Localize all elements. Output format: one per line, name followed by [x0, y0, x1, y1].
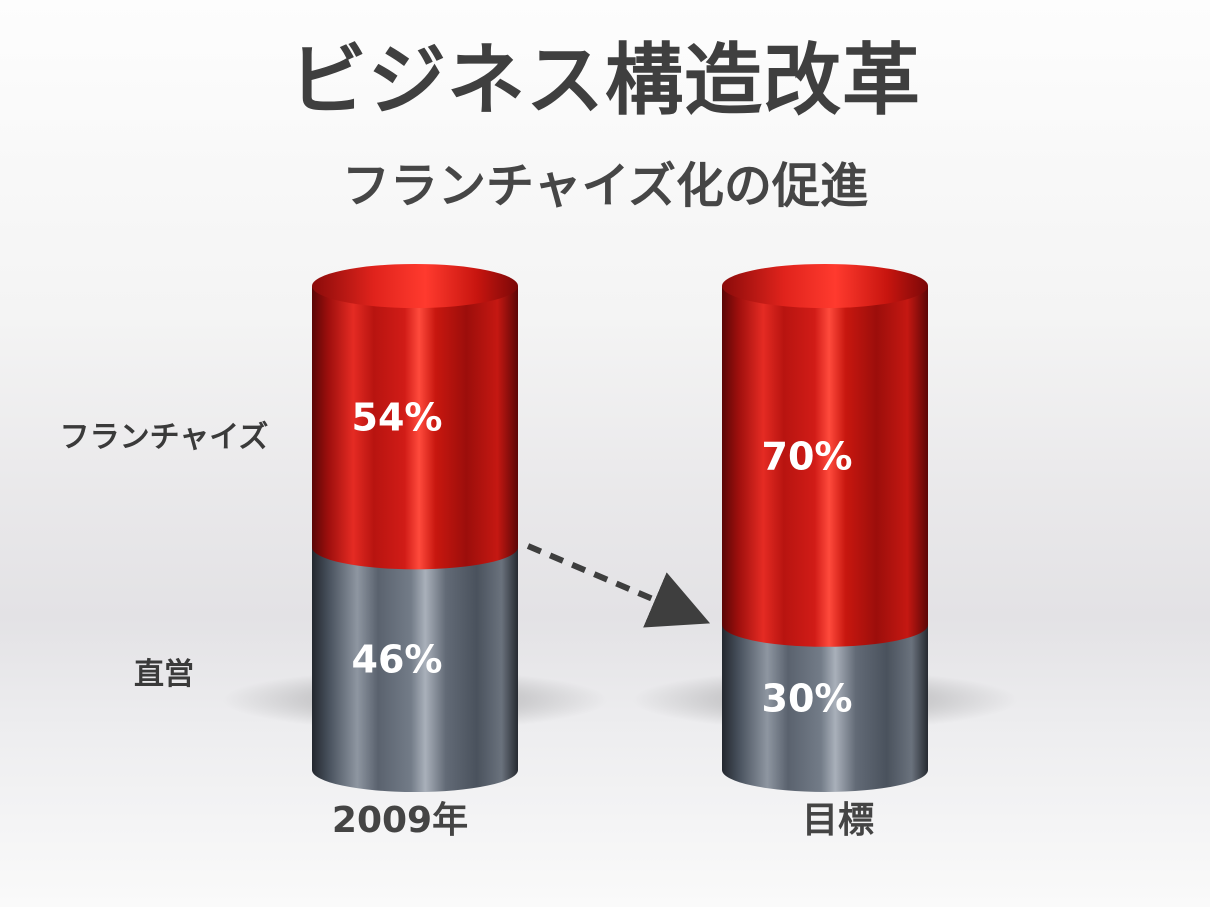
page-subtitle: フランチャイズ化の促進: [341, 158, 869, 214]
data-label-franchise-target: 70%: [762, 434, 853, 478]
category-label-target: 目標: [802, 800, 874, 841]
data-label-franchise-2009: 54%: [352, 396, 443, 440]
bar-direct-target: [722, 624, 928, 792]
bar-franchise-2009: [312, 286, 518, 570]
bar-franchise-target: [722, 286, 928, 647]
legend-label-franchise: フランチャイズ: [60, 420, 269, 455]
category-label-2009: 2009年: [332, 800, 468, 841]
data-label-direct-2009: 46%: [352, 638, 443, 682]
cylinder-top-2009: [312, 264, 518, 308]
bar-direct-2009: [312, 547, 518, 792]
page-title: ビジネス構造改革: [288, 36, 921, 126]
trend-arrow: [526, 543, 711, 628]
legend-label-direct: 直営: [134, 657, 194, 692]
data-label-direct-target: 30%: [762, 676, 853, 720]
cylinder-top-target: [722, 264, 928, 308]
